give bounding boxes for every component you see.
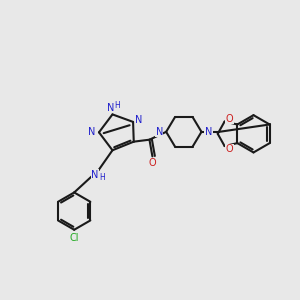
Text: O: O — [148, 158, 156, 168]
Text: N: N — [156, 127, 163, 137]
Text: O: O — [226, 114, 233, 124]
Text: N: N — [205, 127, 212, 137]
Text: Cl: Cl — [69, 232, 79, 243]
Text: N: N — [135, 115, 142, 125]
Text: N: N — [107, 103, 114, 112]
Text: O: O — [226, 144, 233, 154]
Text: H: H — [115, 101, 120, 110]
Text: N: N — [91, 170, 98, 180]
Text: H: H — [99, 173, 104, 182]
Text: N: N — [88, 127, 96, 137]
